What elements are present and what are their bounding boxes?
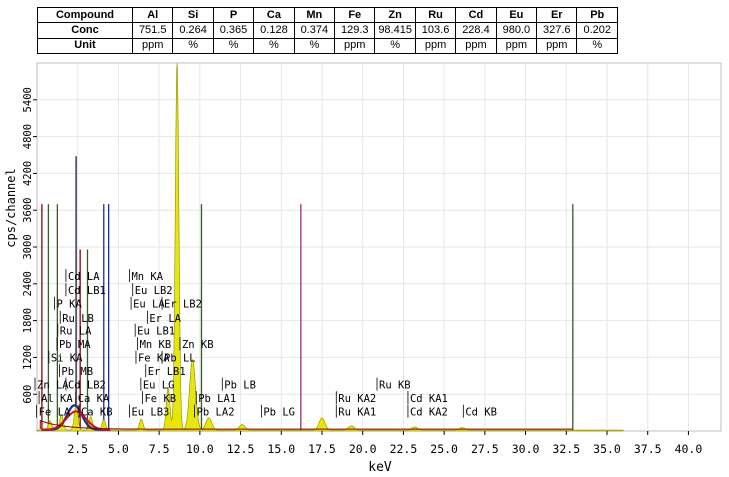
y-axis-ticks: 600 1200 1800 2400 3000 3600 4200 4800 5400 [22,87,37,404]
x-tick-label: 2.5 [67,442,88,456]
x-tick-label: 5.0 [108,442,129,456]
spectrum-traces [36,63,624,432]
peak-label: Eu LA [133,299,165,311]
concentration-table-body: Compound Al Si P Ca Mn Fe Zn Ru Cd Eu Er Pb Conc 751.5… [37,6,618,55]
peak-label: Pb LL [164,353,196,365]
peak-label: Eu LG [143,380,175,392]
x-tick-label: 35.0 [593,442,621,456]
y-tick-label: 5400 [22,87,34,112]
peak-label: Fe KB [144,393,176,405]
peak-label: Ru KB [379,380,411,392]
background-trace [39,419,573,430]
x-tick-label: 7.5 [149,442,170,456]
peak-label: Eu LB3 [131,407,169,419]
table-cell: ppm [334,37,376,55]
y-tick-label: 2400 [22,271,34,296]
peak-label: Er LB2 [164,299,202,311]
peak-label: Pb MB [61,366,93,378]
peak-label: Pb LB [224,380,256,392]
peak-label: Ru KA2 [338,393,376,405]
peak-label: Mn KA [131,271,163,283]
peak-label: Cd KB [465,407,497,419]
x-tick-label: 27.5 [471,442,499,456]
x-tick-label: 17.5 [308,442,336,456]
peak-label: Cd LB2 [68,380,106,392]
peak-label: Er LB1 [148,366,186,378]
table-header-cell: Pb [576,6,618,24]
element-marker-lines [41,156,574,431]
peak-label: Cd LB1 [68,285,106,297]
peak-label: Er LA [149,313,181,325]
peak-annotations: Cd LA Mn KA Cd LB1 Eu LB2 P KA Eu LA Er LB2 Ru … [34,269,497,419]
y-tick-label: 1200 [22,345,34,370]
peak-label: Pb LG [263,407,295,419]
peak-label: Zn KB [182,339,214,351]
peak-label: Mn KB [140,339,172,351]
table-cell: ppm [455,37,497,55]
y-tick-label: 3000 [22,234,34,259]
peak-label: P KA [57,299,83,311]
x-tick-label: 25.0 [430,442,458,456]
table-cell: ppm [495,37,538,55]
x-tick-label: 37.5 [634,442,662,456]
peak-label: Si KA [51,353,83,365]
peak-label: Cd KA1 [410,393,448,405]
grid [37,63,721,431]
y-tick-label: 3600 [22,198,34,223]
peak-label: Cd LA [68,271,100,283]
peak-label: Cd KA2 [410,407,448,419]
table-cell: % [576,37,618,55]
table-cell: ppm [536,37,578,55]
peak-label: Pb LA2 [197,407,235,419]
spectrum-series [36,63,624,432]
y-tick-label: 1800 [22,308,34,333]
x-tick-label: 12.5 [227,442,255,456]
table-cell: 0.374 [293,22,336,39]
y-axis-label: cps/channel [4,168,18,247]
table-cell: % [293,37,336,55]
y-tick-label: 4200 [22,161,34,186]
peak-label: Ru KA1 [338,407,376,419]
peak-label: Ca KA [78,393,110,405]
peak-label: Fe LA [39,407,71,419]
x-tick-label: 30.0 [512,442,540,456]
peak-label: Pb LA1 [198,393,236,405]
x-tick-label: 40.0 [675,442,703,456]
peak-label: Ru LB [62,313,94,325]
x-axis-label: keV [368,460,392,475]
peak-label: Eu LB2 [135,285,173,297]
table-cell: Unit [37,37,133,55]
table-header-cell: Ru [414,6,457,24]
concentration-table: Compound Al Si P Ca Mn Fe Zn Ru Cd Eu Er Pb Conc 751.5… [37,6,618,55]
x-tick-label: 22.5 [390,442,418,456]
x-tick-label: 32.5 [552,442,580,456]
peak-label: Ru LA [60,326,92,338]
peak-label: Ca KB [81,407,113,419]
table-row: Unit ppm%%%% ppm% ppm ppm ppm ppm% [37,37,618,55]
peak-label: Zn LA [37,380,69,392]
y-tick-label: 4800 [22,124,34,149]
peak-label: Pb MA [59,339,91,351]
table-row: Conc 751.5 0.264 0.365 0.128 0.374 129.3 98.415… [37,22,618,39]
x-tick-label: 15.0 [267,442,295,456]
y-tick-label: 600 [22,385,34,404]
x-tick-label: 10.0 [186,442,214,456]
peak-label: Eu LB1 [137,326,175,338]
peak-label: Al KA [41,393,73,405]
x-axis-ticks: 2.5 5.0 7.5 10.0 12.5 15.0 17.5 20.0 22.5 25.0 27.… [67,431,702,456]
x-tick-label: 20.0 [349,442,377,456]
